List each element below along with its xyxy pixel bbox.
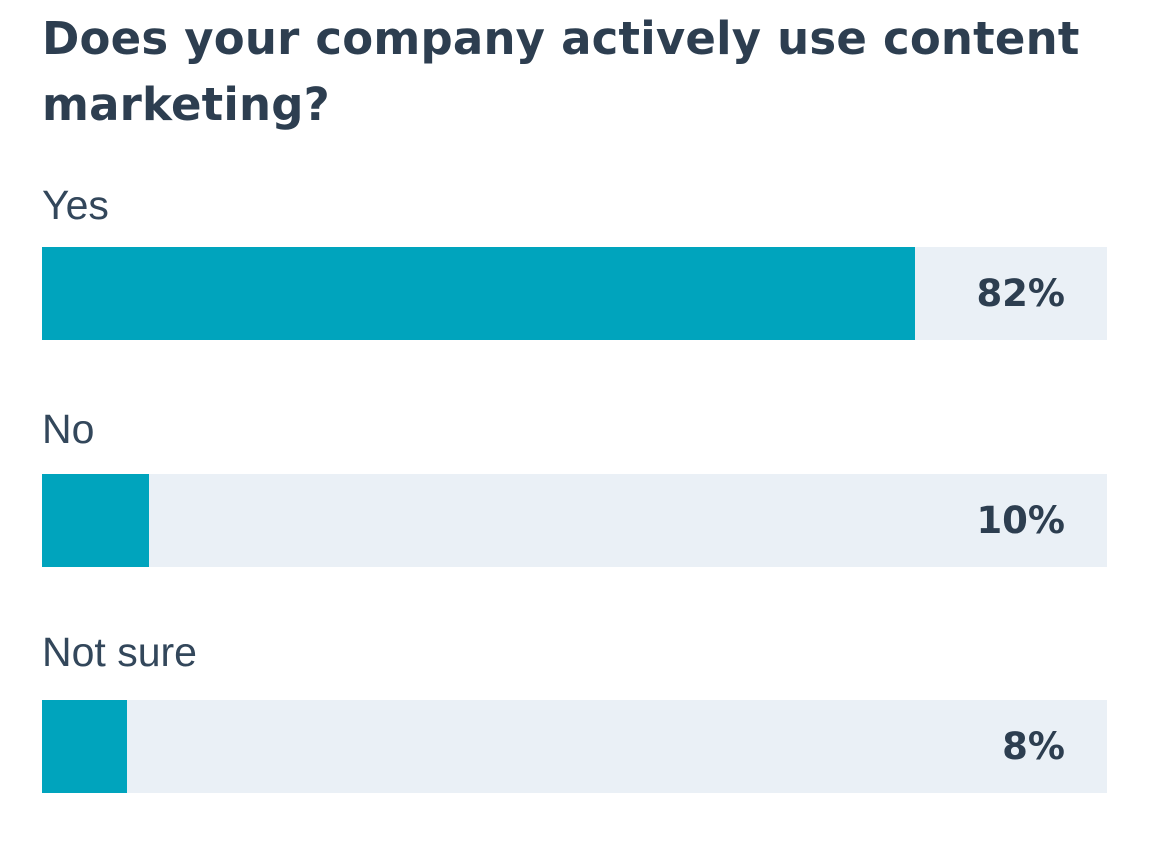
bar-track-no: 10% bbox=[42, 474, 1107, 567]
bar-row-no: No 10% bbox=[42, 404, 1107, 574]
category-label-no: No bbox=[42, 406, 95, 452]
bar-fill-not-sure bbox=[42, 700, 128, 793]
value-label-not-sure: 8% bbox=[1002, 725, 1065, 768]
bar-track-yes: 82% bbox=[42, 247, 1107, 340]
value-label-no: 10% bbox=[976, 499, 1065, 542]
chart-title: Does your company actively use content m… bbox=[42, 12, 1080, 131]
category-label-not-sure: Not sure bbox=[42, 629, 197, 675]
poll-chart: Does your company actively use content m… bbox=[42, 0, 1107, 862]
bar-fill-yes bbox=[42, 247, 916, 340]
bar-row-yes: Yes 82% bbox=[42, 180, 1107, 350]
bar-fill-no bbox=[42, 474, 149, 567]
bar-row-not-sure: Not sure 8% bbox=[42, 627, 1107, 797]
value-label-yes: 82% bbox=[976, 272, 1065, 315]
bar-track-not-sure: 8% bbox=[42, 700, 1107, 793]
category-label-yes: Yes bbox=[42, 182, 109, 228]
